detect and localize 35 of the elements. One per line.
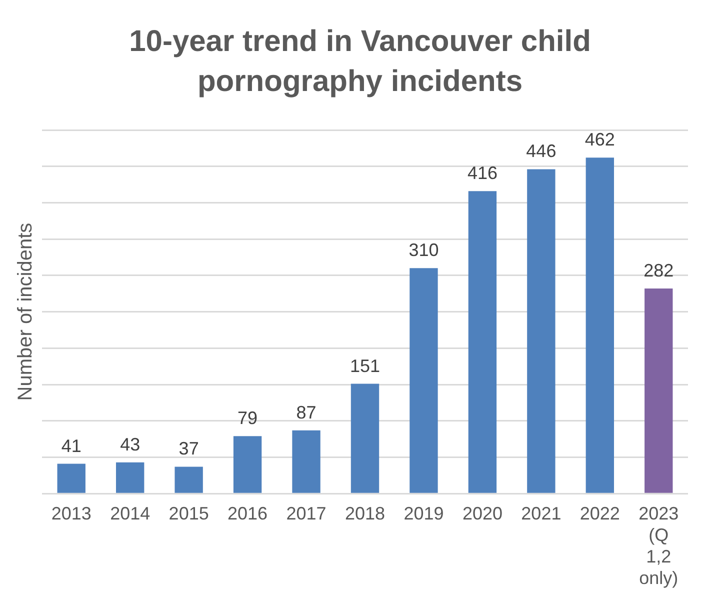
bar (644, 288, 673, 493)
chart-title: 10-year trend in Vancouver child pornography incidents (128, 24, 592, 100)
bar (527, 169, 556, 493)
data-label: 282 (644, 260, 674, 280)
x-tick-label: 2023 (Q 1,2 only) (638, 503, 679, 588)
bar (410, 268, 438, 493)
x-tick-label: 2019 (404, 503, 444, 524)
y-axis-title: Number of incidents (14, 222, 37, 401)
bar (233, 436, 262, 493)
bar (292, 430, 320, 493)
bar (468, 191, 497, 493)
x-tick-label: 2017 (286, 503, 326, 524)
data-label: 151 (350, 356, 380, 376)
x-tick-label: 2014 (110, 503, 150, 524)
data-label: 37 (178, 438, 199, 459)
bar (116, 462, 144, 493)
data-label: 446 (526, 141, 556, 162)
data-label: 87 (296, 402, 316, 422)
data-label: 310 (408, 240, 439, 260)
bar (586, 158, 614, 493)
x-tick-label: 2015 (168, 503, 209, 524)
data-label: 416 (467, 163, 498, 184)
data-label: 43 (120, 434, 140, 454)
x-tick-label: 2016 (228, 503, 268, 524)
data-label: 79 (238, 408, 258, 428)
x-tick-label: 2013 (51, 503, 92, 524)
data-label: 462 (584, 130, 615, 150)
data-label: 41 (61, 436, 82, 456)
x-tick-label: 2021 (521, 503, 562, 524)
x-tick-label: 2022 (580, 503, 620, 524)
bar (57, 464, 86, 493)
bar (174, 466, 203, 493)
bar (350, 384, 380, 493)
x-tick-label: 2020 (462, 503, 502, 524)
x-tick-label: 2018 (344, 503, 386, 524)
